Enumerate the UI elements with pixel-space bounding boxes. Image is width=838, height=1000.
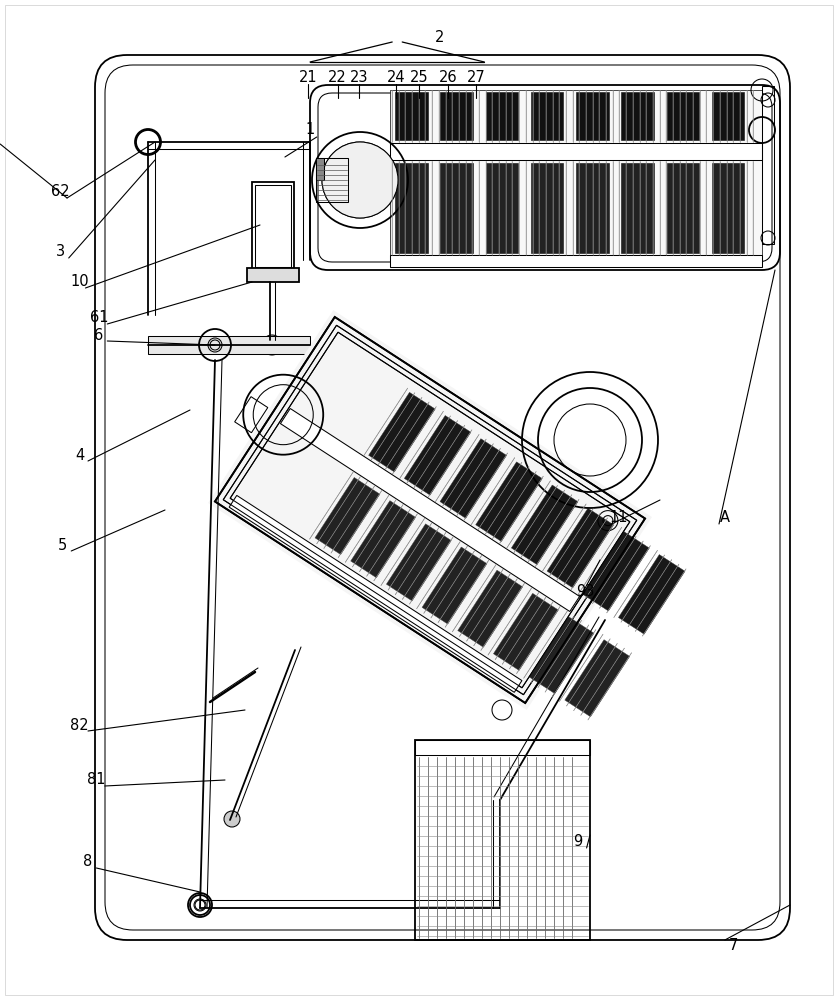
- Text: 62: 62: [51, 184, 70, 200]
- Bar: [390, 143, 762, 160]
- Text: 93: 93: [576, 584, 594, 599]
- Polygon shape: [229, 495, 522, 692]
- Polygon shape: [494, 593, 558, 670]
- Text: 81: 81: [87, 772, 106, 788]
- Bar: [530, 92, 563, 140]
- Text: 25: 25: [410, 70, 428, 86]
- Bar: [621, 163, 654, 253]
- Bar: [252, 182, 294, 270]
- Bar: [711, 92, 744, 140]
- Polygon shape: [440, 439, 506, 518]
- Polygon shape: [281, 409, 580, 611]
- Polygon shape: [547, 508, 613, 588]
- Polygon shape: [350, 501, 416, 578]
- Polygon shape: [386, 524, 452, 601]
- Text: 3: 3: [56, 244, 65, 259]
- Bar: [485, 92, 518, 140]
- Bar: [395, 163, 427, 253]
- Polygon shape: [565, 640, 629, 717]
- Text: 21: 21: [299, 70, 318, 86]
- Text: 6: 6: [94, 328, 104, 342]
- Polygon shape: [582, 531, 649, 611]
- Bar: [576, 92, 608, 140]
- Bar: [485, 163, 518, 253]
- Text: 7: 7: [728, 938, 738, 952]
- Text: 61: 61: [90, 310, 108, 326]
- Text: A: A: [720, 510, 730, 526]
- Text: 23: 23: [349, 70, 368, 86]
- Bar: [711, 163, 744, 253]
- Bar: [530, 163, 563, 253]
- Text: 2: 2: [435, 30, 445, 45]
- Text: 24: 24: [387, 70, 406, 86]
- Bar: [415, 740, 590, 755]
- Bar: [440, 163, 473, 253]
- Bar: [440, 92, 473, 140]
- Text: 27: 27: [467, 70, 485, 86]
- Polygon shape: [458, 570, 523, 647]
- Text: 9: 9: [573, 834, 583, 850]
- Polygon shape: [529, 617, 594, 694]
- Bar: [395, 92, 427, 140]
- Bar: [316, 158, 348, 202]
- Polygon shape: [148, 336, 310, 354]
- Bar: [621, 92, 654, 140]
- Bar: [666, 163, 699, 253]
- Polygon shape: [422, 547, 487, 624]
- Polygon shape: [208, 310, 652, 710]
- Bar: [576, 163, 608, 253]
- Bar: [666, 92, 699, 140]
- Bar: [247, 268, 299, 282]
- Polygon shape: [315, 477, 380, 555]
- Text: 11: 11: [609, 510, 628, 526]
- Bar: [255, 185, 291, 267]
- Bar: [390, 90, 762, 255]
- Polygon shape: [404, 416, 471, 495]
- Polygon shape: [618, 555, 685, 634]
- Bar: [762, 86, 774, 244]
- Circle shape: [322, 142, 398, 218]
- Text: 22: 22: [328, 70, 347, 86]
- Text: 1: 1: [305, 122, 315, 137]
- Bar: [316, 158, 324, 180]
- Bar: [415, 740, 590, 940]
- Polygon shape: [369, 392, 435, 472]
- Text: 8: 8: [83, 854, 93, 869]
- Text: 82: 82: [70, 718, 89, 732]
- Text: 10: 10: [70, 274, 89, 290]
- Text: 26: 26: [439, 70, 458, 86]
- Polygon shape: [511, 485, 578, 565]
- Circle shape: [224, 811, 240, 827]
- Text: 4: 4: [75, 448, 85, 462]
- Bar: [390, 255, 762, 267]
- Text: 5: 5: [58, 538, 68, 552]
- Polygon shape: [476, 462, 542, 541]
- Circle shape: [262, 335, 282, 355]
